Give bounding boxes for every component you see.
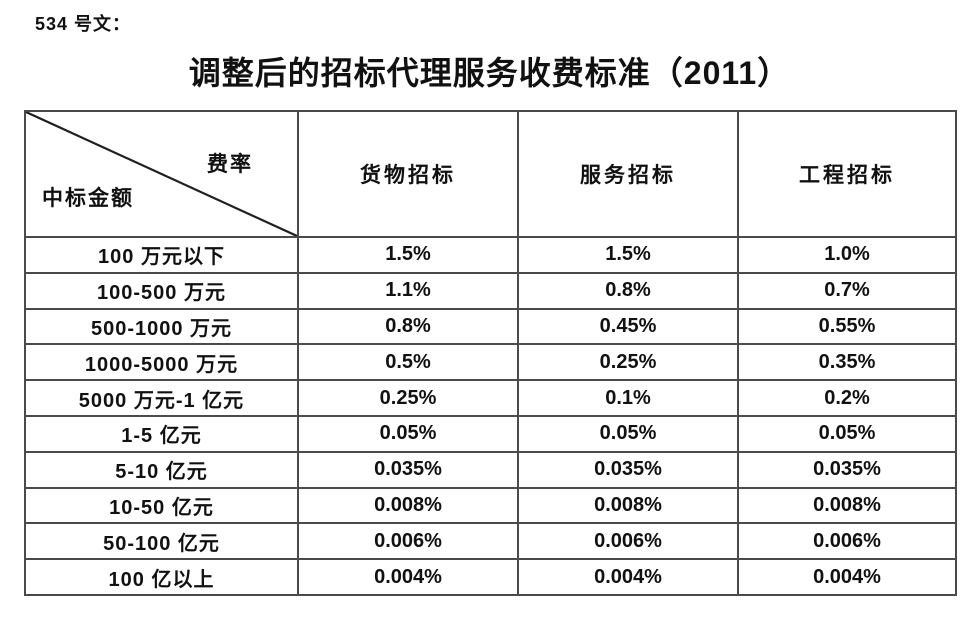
- rate-cell-engineering: 0.05%: [737, 414, 957, 453]
- rate-cell-engineering: 0.2%: [737, 379, 957, 417]
- rate-cell-service: 0.8%: [517, 271, 739, 310]
- rate-cell-service: 0.1%: [517, 379, 739, 417]
- amount-cell: 10-50 亿元: [24, 486, 299, 525]
- header-row: 费率 中标金额 货物招标 服务招标 工程招标: [24, 110, 957, 238]
- rate-cell-engineering: 1.0%: [737, 236, 957, 274]
- rate-cell-goods: 1.1%: [297, 271, 519, 310]
- rate-cell-engineering: 0.004%: [737, 558, 957, 596]
- corner-rate-label: 费率: [207, 153, 253, 176]
- amount-cell: 100 亿以上: [24, 558, 299, 596]
- column-header-service: 服务招标: [517, 110, 739, 238]
- rate-cell-engineering: 0.55%: [737, 307, 957, 346]
- table-row: 100 亿以上 0.004% 0.004% 0.004%: [24, 558, 957, 596]
- rate-cell-service: 0.05%: [517, 414, 739, 453]
- doc-number-label: 534 号文：: [35, 14, 132, 34]
- table-row: 1000-5000 万元 0.5% 0.25% 0.35%: [24, 343, 957, 382]
- table-corner-cell: 费率 中标金额: [24, 110, 299, 238]
- rate-cell-service: 0.004%: [517, 558, 739, 596]
- rate-cell-goods: 0.004%: [297, 558, 519, 596]
- amount-cell: 50-100 亿元: [24, 522, 299, 561]
- corner-amount-label: 中标金额: [42, 187, 134, 210]
- rate-cell-engineering: 0.006%: [737, 522, 957, 561]
- table-row: 10-50 亿元 0.008% 0.008% 0.008%: [24, 486, 957, 525]
- amount-cell: 1000-5000 万元: [24, 343, 299, 382]
- rate-cell-service: 0.45%: [517, 307, 739, 346]
- rate-cell-service: 0.006%: [517, 522, 739, 561]
- amount-cell: 5-10 亿元: [24, 450, 299, 489]
- diagonal-divider-line: [26, 112, 297, 236]
- rate-cell-engineering: 0.008%: [737, 486, 957, 525]
- rate-cell-engineering: 0.035%: [737, 450, 957, 489]
- rate-cell-service: 0.25%: [517, 343, 739, 382]
- column-header-goods: 货物招标: [297, 110, 519, 238]
- rate-cell-goods: 0.035%: [297, 450, 519, 489]
- table-row: 100 万元以下 1.5% 1.5% 1.0%: [24, 236, 957, 274]
- rate-cell-goods: 0.008%: [297, 486, 519, 525]
- rate-cell-goods: 0.05%: [297, 414, 519, 453]
- rate-cell-goods: 0.25%: [297, 379, 519, 417]
- rate-cell-goods: 1.5%: [297, 236, 519, 274]
- table-row: 5000 万元-1 亿元 0.25% 0.1% 0.2%: [24, 379, 957, 417]
- table-row: 50-100 亿元 0.006% 0.006% 0.006%: [24, 522, 957, 561]
- rate-cell-engineering: 0.7%: [737, 271, 957, 310]
- amount-cell: 1-5 亿元: [24, 414, 299, 453]
- page-title: 调整后的招标代理服务收费标准（2011）: [188, 55, 791, 91]
- amount-cell: 500-1000 万元: [24, 307, 299, 346]
- column-header-engineering: 工程招标: [737, 110, 957, 238]
- rate-cell-goods: 0.006%: [297, 522, 519, 561]
- rate-cell-engineering: 0.35%: [737, 343, 957, 382]
- table-row: 5-10 亿元 0.035% 0.035% 0.035%: [24, 450, 957, 489]
- amount-cell: 100 万元以下: [24, 236, 299, 274]
- rate-cell-goods: 0.8%: [297, 307, 519, 346]
- rate-cell-service: 0.008%: [517, 486, 739, 525]
- table-row: 100-500 万元 1.1% 0.8% 0.7%: [24, 271, 957, 310]
- amount-cell: 100-500 万元: [24, 271, 299, 310]
- rate-cell-service: 1.5%: [517, 236, 739, 274]
- table-row: 1-5 亿元 0.05% 0.05% 0.05%: [24, 414, 957, 453]
- rate-cell-goods: 0.5%: [297, 343, 519, 382]
- fee-standard-table: 费率 中标金额 货物招标 服务招标 工程招标 100 万元以下 1.5% 1.5…: [24, 110, 957, 596]
- rate-cell-service: 0.035%: [517, 450, 739, 489]
- amount-cell: 5000 万元-1 亿元: [24, 379, 299, 417]
- table-row: 500-1000 万元 0.8% 0.45% 0.55%: [24, 307, 957, 346]
